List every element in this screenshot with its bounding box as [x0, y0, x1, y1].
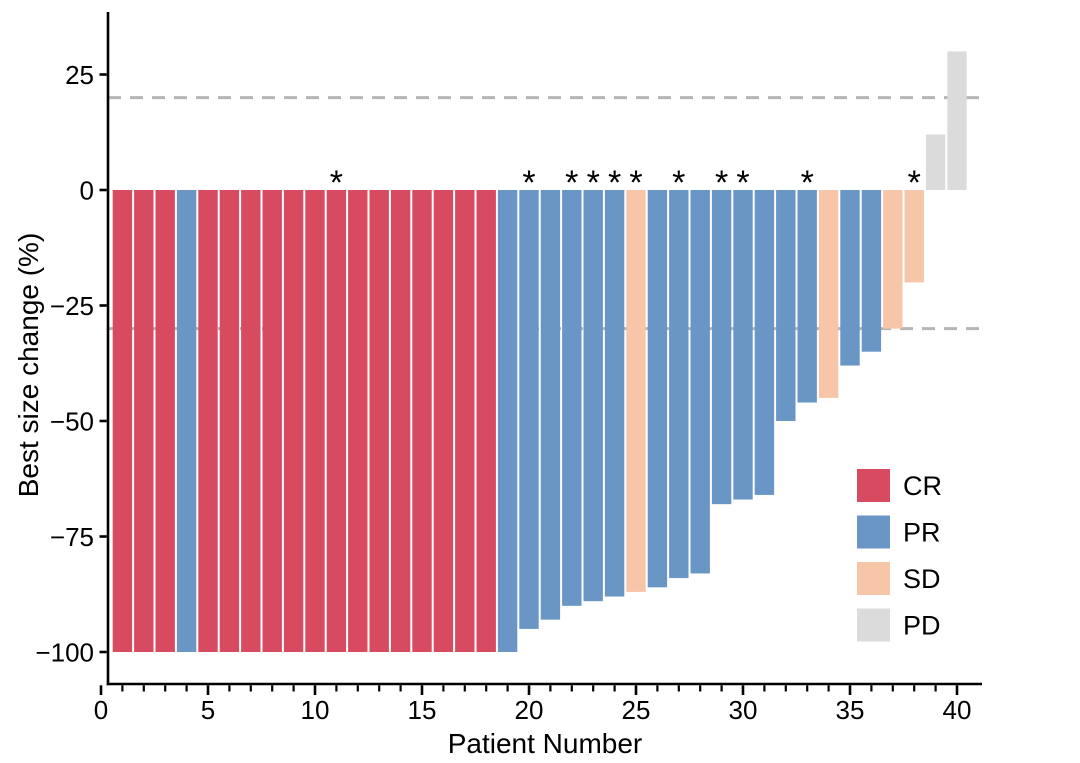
asterisk-patient-24: *	[608, 164, 621, 202]
bar-patient-23-pr	[583, 190, 603, 602]
bar-patient-32-pr	[776, 190, 796, 421]
x-tick-label-0: 0	[94, 695, 108, 725]
x-tick-label-35: 35	[836, 695, 865, 725]
bar-patient-24-pr	[604, 190, 625, 597]
asterisk-patient-11: *	[330, 164, 343, 202]
asterisk-patient-38: *	[908, 164, 921, 202]
bar-patient-38-sd	[904, 190, 924, 283]
bar-patient-11-cr	[326, 190, 347, 652]
bar-patient-1-cr	[112, 190, 133, 652]
legend-label-pd: PD	[903, 611, 941, 641]
bar-patient-18-cr	[476, 190, 496, 652]
bar-patient-21-pr	[540, 190, 561, 620]
bar-patient-15-cr	[412, 190, 432, 652]
bar-patient-36-pr	[861, 190, 882, 352]
bar-patient-14-cr	[390, 190, 411, 652]
legend-swatch-pr	[857, 515, 890, 549]
bar-patient-29-pr	[711, 190, 732, 505]
bar-patient-25-sd	[626, 190, 646, 592]
bar-patient-20-pr	[519, 190, 539, 629]
bar-patient-10-cr	[305, 190, 325, 652]
bar-patient-19-pr	[497, 190, 518, 652]
asterisk-patient-30: *	[736, 164, 749, 202]
asterisk-patient-22: *	[565, 164, 578, 202]
bar-patient-7-cr	[241, 190, 261, 652]
legend-swatch-pd	[857, 608, 890, 642]
x-tick-label-15: 15	[408, 695, 437, 725]
legend-label-sd: SD	[903, 564, 941, 594]
bar-patient-3-cr	[155, 190, 175, 652]
y-tick-label--75: −75	[50, 522, 94, 552]
bar-patient-37-sd	[883, 190, 903, 329]
bar-patient-22-pr	[562, 190, 582, 606]
legend-label-cr: CR	[903, 471, 942, 501]
legend-label-pr: PR	[903, 518, 941, 548]
bar-patient-31-pr	[754, 190, 775, 495]
bar-patient-16-cr	[433, 190, 454, 652]
x-tick-label-25: 25	[622, 695, 651, 725]
y-axis-title: Best size change (%)	[13, 233, 44, 498]
asterisk-patient-29: *	[715, 164, 728, 202]
asterisk-patient-25: *	[629, 164, 642, 202]
bar-patient-5-cr	[198, 190, 218, 652]
x-tick-label-20: 20	[515, 695, 544, 725]
bar-patient-4-pr	[176, 190, 197, 652]
y-tick-label-25: 25	[65, 60, 94, 90]
bar-patient-28-pr	[690, 190, 710, 574]
bar-patient-2-cr	[134, 190, 154, 652]
x-tick-label-30: 30	[729, 695, 758, 725]
bar-patient-40-pd	[947, 51, 967, 191]
bar-patient-8-cr	[262, 190, 282, 652]
asterisk-markers: * * * * * * * * * * *	[330, 164, 921, 202]
bar-patient-17-cr	[455, 190, 475, 652]
asterisk-patient-23: *	[587, 164, 600, 202]
y-tick-label--25: −25	[50, 291, 94, 321]
bar-patient-39-pd	[925, 134, 946, 190]
bar-patient-35-pr	[840, 190, 860, 366]
y-tick-label--50: −50	[50, 407, 94, 437]
y-tick-label--100: −100	[35, 638, 94, 668]
asterisk-patient-20: *	[522, 164, 535, 202]
asterisk-patient-27: *	[672, 164, 685, 202]
bar-patient-33-pr	[797, 190, 817, 403]
bar-patient-9-cr	[283, 190, 304, 652]
legend-swatch-sd	[857, 562, 890, 595]
y-tick-label-0: 0	[80, 176, 94, 206]
bar-patient-34-sd	[818, 190, 839, 398]
bar-patient-26-pr	[647, 190, 668, 588]
x-tick-label-5: 5	[201, 695, 215, 725]
x-tick-label-10: 10	[301, 695, 330, 725]
bar-patient-27-pr	[669, 190, 689, 579]
x-tick-label-40: 40	[943, 695, 972, 725]
asterisk-patient-33: *	[801, 164, 814, 202]
bar-patient-12-cr	[348, 190, 368, 652]
bar-patient-13-cr	[369, 190, 389, 652]
x-axis-title: Patient Number	[448, 728, 643, 759]
legend: CR PR SD PD	[857, 469, 942, 642]
bar-patient-30-pr	[733, 190, 753, 500]
bar-patient-6-cr	[219, 190, 240, 652]
patient-bars	[112, 51, 967, 652]
legend-swatch-cr	[857, 469, 890, 502]
